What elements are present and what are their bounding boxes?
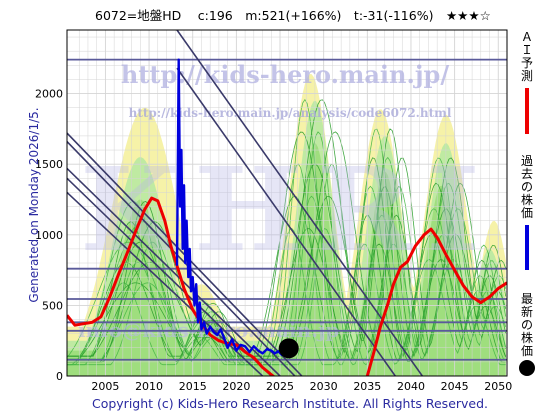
trend-line (67, 141, 296, 376)
svg-text:価: 価 (521, 206, 533, 220)
y-tick-label: 1500 (35, 158, 63, 171)
x-tick-label: 2035 (353, 380, 381, 393)
y-axis-ticks: 0 500 1000 1500 2000 (35, 88, 63, 383)
chart-title: 6072=地盤HD c:196 m:521(+166%) t:-31(-116%… (95, 8, 491, 23)
price-series (67, 58, 507, 376)
generated-date-label: Generated on Monday 2026/1/5. (27, 107, 41, 302)
svg-text:価: 価 (521, 344, 533, 358)
x-tick-label: 2040 (397, 380, 425, 393)
past-price-line (175, 58, 290, 356)
svg-text:予: 予 (521, 56, 533, 70)
x-tick-label: 2050 (484, 380, 512, 393)
y-tick-label: 1000 (35, 229, 63, 242)
svg-text:過: 過 (521, 154, 533, 168)
plot-border (66, 29, 508, 377)
svg-text:去: 去 (521, 167, 533, 181)
svg-text:Ｉ: Ｉ (521, 43, 533, 57)
y-tick-label: 500 (42, 299, 63, 312)
x-axis-ticks: 2005 2010 2015 2020 2025 2030 2035 2040 2045 2050 (91, 380, 512, 393)
svg-text:最: 最 (521, 292, 533, 306)
watermark-url-large: http://kids-hero.main.jp/ (121, 60, 449, 89)
trend-line (176, 30, 423, 376)
x-tick-label: 2015 (179, 380, 207, 393)
trend-lines (67, 30, 423, 376)
svg-text:の: の (521, 180, 533, 194)
legend-latest-price-swatch (519, 360, 535, 376)
x-tick-label: 2005 (91, 380, 119, 393)
latest-price-dot (278, 338, 299, 359)
x-tick-label: 2020 (222, 380, 250, 393)
plot-area: KHRI http://kids-hero.main.jp/ http://ki… (66, 29, 508, 377)
watermark-url-small: http://kids-hero.main.jp/analysis/code60… (129, 106, 452, 120)
svg-text:測: 測 (521, 69, 533, 83)
y-tick-label: 2000 (35, 88, 63, 101)
forecast-band-inner (67, 143, 506, 376)
svg-text:の: の (521, 318, 533, 332)
x-tick-label: 2045 (441, 380, 469, 393)
trend-line (67, 177, 272, 376)
latest-price-marker (278, 338, 299, 359)
trend-line (176, 67, 396, 376)
trend-line (67, 167, 281, 376)
svg-text:新: 新 (521, 304, 533, 319)
svg-text:株: 株 (521, 192, 533, 207)
svg-text:Ａ: Ａ (521, 30, 533, 44)
x-tick-label: 2010 (135, 380, 163, 393)
copyright-notice: Copyright (c) Kids-Hero Research Institu… (92, 396, 488, 411)
x-tick-label: 2030 (310, 380, 338, 393)
horizontal-grid (67, 36, 507, 363)
support-resistance-lines (67, 58, 507, 361)
ai-forecast-line (67, 196, 507, 376)
svg-text:株: 株 (521, 330, 533, 345)
y-tick-label: 0 (56, 370, 63, 383)
x-tick-label: 2025 (266, 380, 294, 393)
